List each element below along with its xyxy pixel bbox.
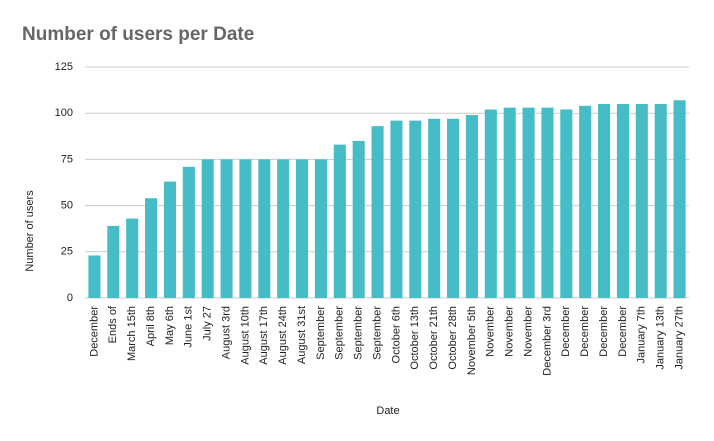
bar [182,166,195,298]
bar [654,103,667,299]
bar [409,120,422,298]
x-tick-label: July 27 [202,306,214,341]
y-tick-label: 125 [55,61,73,73]
x-tick-label: November [485,306,497,357]
y-tick-label: 25 [61,246,73,258]
bar [333,144,346,298]
bar [371,126,384,298]
bar [598,103,611,299]
bar [541,107,554,298]
x-tick-label: August 24th [277,306,289,365]
x-tick-label: January 13th [655,306,667,370]
bar [239,159,252,298]
bar [126,218,139,298]
x-tick-label: November [504,306,516,357]
bar [220,159,233,298]
bar [465,115,478,298]
x-tick-label: January 7th [636,306,648,363]
x-tick-label: October 21th [428,306,440,370]
bar [522,107,535,298]
x-tick-label: December [88,306,100,357]
x-tick-label: September [315,306,327,360]
y-axis-title: Number of users [24,190,36,272]
bar [635,103,648,299]
x-tick-label: August 17th [258,306,270,365]
bar [296,159,309,298]
x-tick-label: December [560,306,572,357]
bar [163,181,176,298]
x-tick-label: April 8th [145,306,157,346]
x-axis-title: Date [376,405,399,417]
bar [673,100,686,298]
chart-title: Number of users per Date [22,24,254,45]
bar [579,105,592,298]
x-tick-label: November 5th [466,306,478,375]
x-tick-label: March 15th [126,306,138,361]
x-tick-label: September [353,306,365,360]
x-tick-label: November [522,306,534,357]
bar [258,159,271,298]
bar [484,109,497,298]
x-tick-label: Ends of [107,305,119,343]
bar [107,225,120,298]
bar [390,120,403,298]
x-tick-label: October 6th [390,306,402,363]
y-tick-label: 75 [61,153,73,165]
x-tick-label: September [334,306,346,360]
x-tick-label: January 27th [673,306,685,370]
bar [145,198,158,298]
bar [428,118,441,298]
bar [88,255,101,298]
x-tick-label: August 3rd [220,306,232,359]
x-tick-label: December 3rd [541,306,553,376]
x-tick-label: December [598,306,610,357]
bar [277,159,290,298]
x-tick-label: October 13th [409,306,421,370]
bar [352,140,365,298]
y-tick-label: 100 [55,107,73,119]
bar [503,107,516,298]
x-tick-label: August 10th [239,306,251,365]
x-tick-label: August 31st [296,306,308,364]
x-tick-label: October 28th [447,306,459,370]
bar [201,159,214,298]
x-tick-label: June 1st [183,306,195,348]
bar [447,118,460,298]
bar [314,159,327,298]
y-tick-label: 50 [61,200,73,212]
x-tick-label: December [579,306,591,357]
y-tick-label: 0 [67,292,73,304]
bar [560,109,573,298]
x-tick-label: May 6th [164,306,176,345]
x-tick-label: September [371,306,383,360]
bar [616,103,629,299]
x-tick-label: December [617,306,629,357]
